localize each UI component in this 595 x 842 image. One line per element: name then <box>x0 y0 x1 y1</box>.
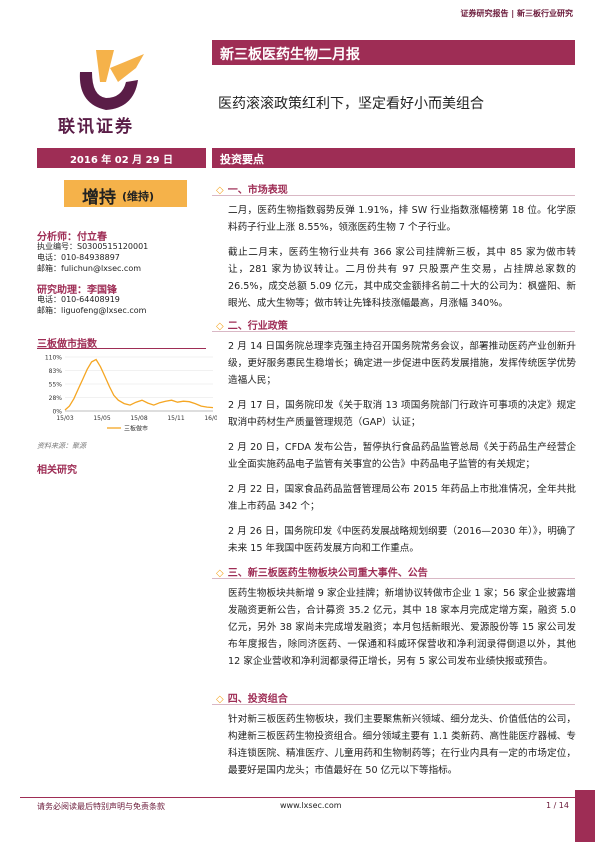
chart-title: 三板做市指数 <box>37 339 97 350</box>
date-bar: 2016 年 02 月 29 日 <box>37 148 206 168</box>
x-tick-label: 15/08 <box>130 415 147 422</box>
footer-rule <box>20 797 575 798</box>
report-title: 新三板医药生物二月报 <box>220 47 360 63</box>
section-heading-policy: ◇ 二、行业政策 <box>216 321 288 332</box>
chart-rule <box>37 348 206 349</box>
report-title-bar: 新三板医药生物二月报 <box>212 40 575 65</box>
footer-website[interactable]: www.lxsec.com <box>280 801 342 810</box>
report-subtitle: 医药滚滚政策红利下，坚定看好小而美组合 <box>218 96 484 112</box>
section-divider <box>212 331 575 332</box>
paragraph: 2 月 22 日，国家食品药品监督管理局公布 2015 年药品上市批准情况，全年… <box>228 484 576 512</box>
paragraph: 二月，医药生物指数弱势反弹 1.91%，排 SW 行业指数涨幅榜第 18 位。化… <box>228 205 576 233</box>
page-number: 1 / 14 <box>545 801 569 810</box>
y-tick-label: 83% <box>49 368 63 375</box>
section-divider <box>212 578 575 579</box>
rating-box: 增持 (维持) <box>64 180 187 208</box>
diamond-icon: ◇ <box>216 185 224 196</box>
paragraph: 2 月 14 日国务院总理李克强主持召开国务院常务会议，部署推动医药产业创新升级… <box>228 341 576 386</box>
section-heading-market: ◇ 一、市场表现 <box>216 185 288 196</box>
index-chart: 110% 83% 55% 28% 0%15/03 15/05 15/08 15/11 16/02… <box>45 355 217 433</box>
x-tick-label: 15/03 <box>56 415 73 422</box>
analyst-title: 分析师：付立春 <box>37 232 107 243</box>
chart-source: 资料来源：聚源 <box>37 442 86 450</box>
analyst-phone: 电话：010-84938897 <box>37 253 120 262</box>
section-bar: 投资要点 <box>212 148 575 168</box>
y-tick-label: 55% <box>49 382 63 389</box>
section-events-body: 医药生物板块共新增 9 家企业挂牌；新增协议转做市企业 1 家；56 家企业披露… <box>228 585 576 670</box>
diamond-icon: ◇ <box>216 321 224 332</box>
logo-text: 联讯证券 <box>58 117 134 137</box>
assistant-info: 电话：010-64408919 邮箱：liguofeng@lxsec.com <box>37 294 146 316</box>
paragraph: 2 月 20 日，CFDA 发布公告，暂停执行食品药品监管总局《关于药品生产经营… <box>228 442 576 470</box>
diamond-icon: ◇ <box>216 568 224 579</box>
section-heading-portfolio: ◇ 四、投资组合 <box>216 694 288 705</box>
rating-sub: (维持) <box>122 190 155 203</box>
related-research[interactable]: 相关研究 <box>37 465 77 476</box>
analyst-info: 执业编号：S0300515120001 电话：010-84938897 邮箱：f… <box>37 241 148 274</box>
y-tick-label: 0% <box>52 409 62 416</box>
company-logo <box>79 50 144 110</box>
legend-label: 三板做市 <box>124 425 148 433</box>
section-label: 投资要点 <box>220 153 264 166</box>
paragraph: 针对新三板医药生物板块，我们主要聚焦新兴领域、细分龙头、价值低估的公司，构建新三… <box>228 714 576 776</box>
section-divider <box>212 195 575 196</box>
diamond-icon: ◇ <box>216 694 224 705</box>
x-tick-label: 15/05 <box>93 415 110 422</box>
section-policy-body: 2 月 14 日国务院总理李克强主持召开国务院常务会议，部署推动医药产业创新升级… <box>228 338 576 557</box>
paragraph: 2 月 17 日，国务院印发《关于取消 13 项国务院部门行政许可事项的决定》规… <box>228 400 576 428</box>
paragraph: 2 月 26 日，国务院印发《中医药发展战略规划纲要（2016—2030 年）》… <box>228 526 576 554</box>
paragraph: 医药生物板块共新增 9 家企业挂牌；新增协议转做市企业 1 家；56 家企业披露… <box>228 588 576 667</box>
assistant-phone: 电话：010-64408919 <box>37 295 120 304</box>
section-portfolio-body: 针对新三板医药生物板块，我们主要聚焦新兴领域、细分龙头、价值低估的公司，构建新三… <box>228 711 576 779</box>
section-divider <box>212 704 575 705</box>
assistant-email[interactable]: 邮箱：liguofeng@lxsec.com <box>37 306 147 315</box>
assistant-title: 研究助理：李国锋 <box>37 285 117 296</box>
rating-main: 增持 <box>82 188 116 208</box>
y-tick-label: 28% <box>49 395 63 402</box>
section-market-body: 二月，医药生物指数弱势反弹 1.91%，排 SW 行业指数涨幅榜第 18 位。化… <box>228 202 576 312</box>
analyst-email[interactable]: 邮箱：fulichun@lxsec.com <box>37 264 142 273</box>
report-date: 2016 年 02 月 29 日 <box>69 155 174 166</box>
footer-disclaimer[interactable]: 请务必阅读最后特别声明与免责条款 <box>37 802 165 811</box>
y-tick-label: 110% <box>45 355 62 362</box>
analyst-id: 执业编号：S0300515120001 <box>37 242 149 251</box>
x-tick-label: 15/11 <box>167 415 184 422</box>
x-tick-label: 16/02 <box>204 415 217 422</box>
paragraph: 截止二月末，医药生物行业共有 366 家公司挂牌新三板，其中 85 家为做市转让… <box>228 247 576 309</box>
section-heading-events: ◇ 三、新三板医药生物板块公司重大事件、公告 <box>216 568 428 579</box>
footer-accent-bar <box>575 790 595 842</box>
top-links: 证券研究报告 | 新三板行业研究 <box>460 9 574 18</box>
series-line <box>64 358 214 411</box>
